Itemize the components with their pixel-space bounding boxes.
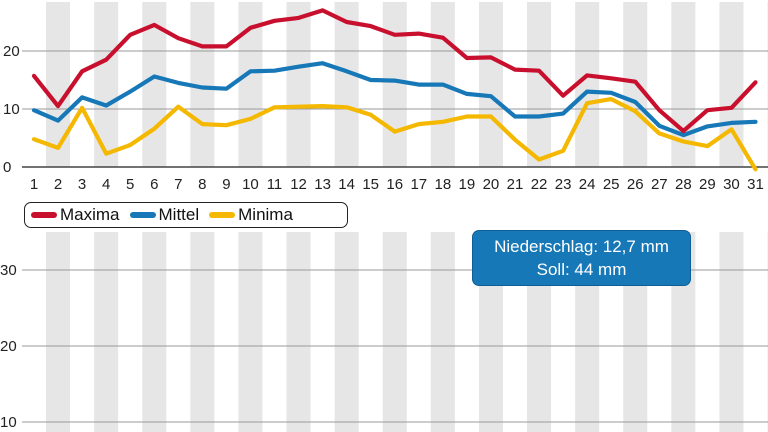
day-stripe	[527, 2, 552, 167]
legend-item-mittel: Mittel	[129, 205, 200, 225]
x-tick-label: 16	[386, 176, 403, 193]
y-axis-bottom: 10 20 30	[0, 262, 17, 431]
series-line-minima	[31, 96, 758, 172]
day-stripe	[94, 232, 119, 432]
series-layer	[31, 8, 758, 172]
legend-label-mittel: Mittel	[158, 205, 200, 224]
precipitation-target: Soll: 44 mm	[536, 260, 627, 279]
precipitation-amount: Niederschlag: 12,7 mm	[494, 237, 669, 256]
x-tick-label: 26	[627, 176, 644, 193]
y-axis-top: 0 10 20	[3, 43, 20, 176]
y-tick-label: 10	[3, 101, 20, 118]
day-stripe	[382, 232, 407, 432]
day-stripe	[94, 2, 119, 167]
day-stripe	[286, 2, 311, 167]
x-tick-label: 18	[435, 176, 452, 193]
day-stripe	[286, 232, 311, 432]
x-tick-label: 25	[603, 176, 620, 193]
day-stripe	[719, 232, 744, 432]
x-tick-label: 22	[531, 176, 548, 193]
day-stripe	[430, 232, 455, 432]
x-tick-label: 10	[242, 176, 259, 193]
x-tick-label: 2	[54, 176, 62, 193]
day-stripe	[46, 232, 71, 432]
x-axis: 1 2 3 4 5 6 7 8 9 10 11 12 13 14 15 16 17 18 19 20 21 22 23 24 2…	[30, 176, 764, 193]
legend-swatch-maxima	[31, 212, 57, 218]
legend-item-maxima: Maxima	[31, 205, 120, 225]
legend: Maxima Mittel Minima	[24, 202, 348, 228]
x-tick-label: 24	[579, 176, 596, 193]
y-tick-label: 10	[0, 414, 17, 431]
x-tick-label: 19	[459, 176, 476, 193]
y-tick-label: 20	[0, 338, 17, 355]
legend-label-maxima: Maxima	[60, 205, 120, 224]
x-tick-label: 6	[150, 176, 158, 193]
x-tick-label: 4	[102, 176, 110, 193]
x-tick-label: 14	[338, 176, 355, 193]
x-tick-label: 12	[290, 176, 307, 193]
x-tick-label: 15	[362, 176, 379, 193]
legend-swatch-mittel	[129, 212, 156, 218]
day-stripe	[142, 232, 167, 432]
x-tick-label: 29	[699, 176, 716, 193]
x-tick-label: 13	[314, 176, 331, 193]
series-line-mittel	[31, 61, 758, 138]
day-stripe	[238, 232, 263, 432]
x-tick-label: 5	[126, 176, 134, 193]
x-tick-label: 28	[675, 176, 692, 193]
legend-swatch-minima	[209, 212, 236, 218]
day-stripe	[334, 2, 359, 167]
x-tick-label: 1	[30, 176, 38, 193]
day-stripe	[478, 2, 503, 167]
y-tick-label: 0	[3, 159, 11, 176]
series-line-maxima	[31, 8, 758, 134]
precipitation-box: Niederschlag: 12,7 mm Soll: 44 mm	[472, 230, 691, 286]
y-tick-label: 20	[3, 43, 20, 60]
day-stripe	[190, 232, 215, 432]
y-tick-label: 30	[0, 262, 17, 279]
x-tick-label: 17	[410, 176, 427, 193]
x-tick-label: 3	[78, 176, 86, 193]
legend-label-minima: Minima	[238, 205, 293, 224]
x-tick-label: 9	[222, 176, 230, 193]
x-tick-label: 23	[555, 176, 572, 193]
x-tick-label: 27	[651, 176, 668, 193]
day-stripe	[46, 2, 71, 167]
x-tick-label: 30	[723, 176, 740, 193]
x-tick-label: 31	[747, 176, 764, 193]
day-stripe	[334, 232, 359, 432]
legend-item-minima: Minima	[209, 205, 293, 225]
day-stripe	[382, 2, 407, 167]
x-tick-label: 21	[507, 176, 524, 193]
x-tick-label: 11	[267, 176, 283, 193]
x-tick-label: 8	[198, 176, 206, 193]
x-tick-label: 20	[483, 176, 500, 193]
x-tick-label: 7	[174, 176, 182, 193]
